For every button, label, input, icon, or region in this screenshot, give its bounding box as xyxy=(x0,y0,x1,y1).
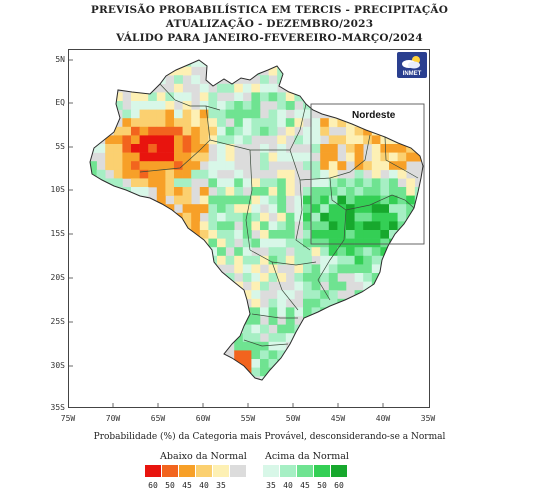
latitude-label: 25S xyxy=(50,317,65,326)
map-title-line-2: ATUALIZAÇÃO - DEZEMBRO/2023 xyxy=(165,18,374,30)
latitude-label: EQ xyxy=(55,98,65,107)
above-normal-swatch-label: 40 xyxy=(283,481,293,490)
above-normal-legend-title: Acima da Normal xyxy=(265,451,349,462)
longitude-label: 35W xyxy=(420,414,436,423)
brazil-outline xyxy=(89,59,424,381)
latitude-label: 30S xyxy=(50,361,65,370)
above-normal-swatch-label: 60 xyxy=(334,481,344,490)
above-normal-swatch-label: 45 xyxy=(300,481,310,490)
above-normal-swatch xyxy=(314,465,330,477)
above-normal-swatch xyxy=(263,465,279,477)
logo-text: INMET xyxy=(402,71,422,77)
map-title-line-3: VÁLIDO PARA JANEIRO-FEVEREIRO-MARÇO/2024 xyxy=(116,32,423,44)
above-normal-swatch-label: 50 xyxy=(317,481,327,490)
below-normal-swatch xyxy=(196,465,212,477)
longitude-label: 70W xyxy=(105,414,121,423)
latitude-label: 5N xyxy=(55,55,65,64)
state-borders xyxy=(139,83,419,347)
longitude-label: 65W xyxy=(150,414,166,423)
below-normal-swatch xyxy=(145,465,161,477)
map-title-line-1: PREVISÃO PROBABILÍSTICA EM TERCIS - PREC… xyxy=(90,4,449,16)
latitude-label: 10S xyxy=(50,185,65,194)
longitude-label: 45W xyxy=(330,414,346,423)
below-normal-swatch-label: 50 xyxy=(165,481,175,490)
above-normal-swatch xyxy=(280,465,296,477)
longitude-label: 75W xyxy=(60,414,76,423)
below-normal-swatch xyxy=(230,465,246,477)
axis-ticks xyxy=(68,59,384,408)
above-normal-swatch xyxy=(331,465,347,477)
above-normal-swatch-label: 35 xyxy=(266,481,276,490)
below-normal-swatch xyxy=(213,465,229,477)
longitude-label: 60W xyxy=(195,414,211,423)
latitude-label: 20S xyxy=(50,273,65,282)
probability-grid xyxy=(90,60,423,380)
latitude-label: 35S xyxy=(50,403,65,412)
longitude-label: 55W xyxy=(240,414,256,423)
nordeste-box xyxy=(310,103,425,245)
below-normal-swatch-label: 40 xyxy=(199,481,209,490)
inmet-logo: INMET xyxy=(397,52,427,78)
below-normal-swatch-label: 60 xyxy=(148,481,158,490)
below-normal-legend-title: Abaixo da Normal xyxy=(160,451,247,462)
below-normal-swatch xyxy=(179,465,195,477)
latitude-label: 15S xyxy=(50,229,65,238)
cloud-sun-icon xyxy=(402,56,420,69)
below-normal-swatch-label: 35 xyxy=(216,481,226,490)
longitude-label: 40W xyxy=(375,414,391,423)
below-normal-swatch xyxy=(162,465,178,477)
nordeste-region-label: Nordeste xyxy=(352,110,396,121)
longitude-label: 50W xyxy=(285,414,301,423)
probability-caption: Probabilidade (%) da Categoria mais Prov… xyxy=(93,432,446,442)
below-normal-swatch-label: 45 xyxy=(182,481,192,490)
above-normal-swatch xyxy=(297,465,313,477)
latitude-label: 5S xyxy=(55,142,65,151)
